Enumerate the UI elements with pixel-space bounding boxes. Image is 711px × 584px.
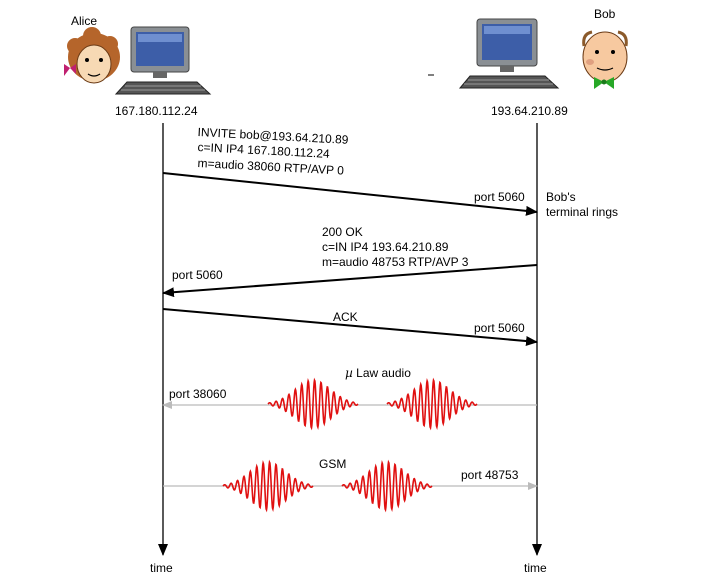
- alice-time-label: time: [150, 561, 173, 575]
- alice-icon: [64, 27, 120, 84]
- bob-note-line-2: terminal rings: [546, 205, 619, 219]
- mulaw-label: µ Law audio: [345, 366, 411, 380]
- gsm-waveform-1: [222, 459, 314, 513]
- gsm-waveform-2: [341, 459, 433, 513]
- mulaw-label-text: Law audio: [356, 366, 411, 380]
- ok-port-label: port 5060: [172, 268, 223, 282]
- ack-port-label: port 5060: [474, 321, 525, 335]
- invite-arrow: [162, 172, 538, 216]
- computer-icon: [114, 26, 212, 95]
- ok-message-line-1: 200 OK: [322, 225, 363, 239]
- bob-note-line-1: Bob's: [546, 190, 576, 204]
- gsm-port-label: port 48753: [461, 468, 519, 482]
- ok-message-line-3: m=audio 48753 RTP/AVP 3: [322, 255, 469, 269]
- invite-port-label: port 5060: [474, 190, 525, 204]
- ok-message-line-2: c=IN IP4 193.64.210.89: [322, 240, 449, 254]
- ack-arrow: [162, 308, 538, 347]
- gsm-label: GSM: [319, 457, 347, 471]
- bob-ip-label: 193.64.210.89: [491, 104, 568, 118]
- alice-ip-label: 167.180.112.24: [115, 104, 198, 118]
- computer-icon: [458, 18, 560, 89]
- bob-time-label: time: [524, 561, 547, 575]
- ok-arrow: [162, 264, 538, 298]
- ack-label: ACK: [333, 310, 358, 324]
- mulaw-port-label: port 38060: [169, 387, 227, 401]
- alice-name-label: Alice: [71, 14, 98, 28]
- mu-symbol: µ: [345, 366, 353, 380]
- bob-icon: [582, 30, 628, 89]
- bob-name-label: Bob: [594, 7, 616, 21]
- mulaw-waveform-1: [267, 377, 359, 431]
- mulaw-waveform-2: [386, 377, 478, 431]
